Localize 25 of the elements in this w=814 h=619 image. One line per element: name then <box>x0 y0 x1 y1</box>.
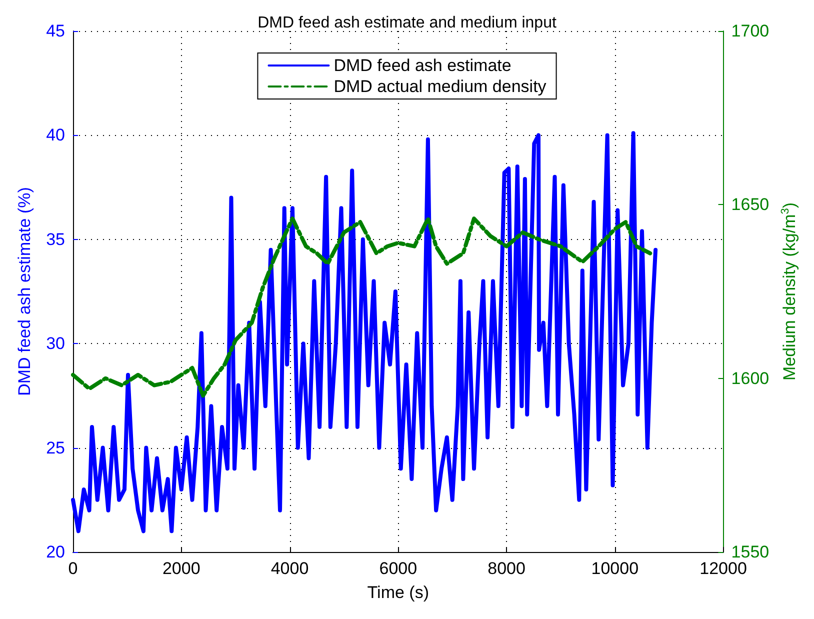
x-tick-label: 6000 <box>379 559 418 578</box>
y2-tick-label: 1550 <box>731 542 770 562</box>
y2-tick-label: 1650 <box>731 195 770 214</box>
x-tick-label: 8000 <box>488 559 526 578</box>
y2-tick-label: 1600 <box>731 368 770 388</box>
y-tick-label: 25 <box>46 438 65 458</box>
x-axis-title: Time (s) <box>367 583 429 602</box>
y-tick-label: 40 <box>46 126 65 145</box>
x-tick-label: 4000 <box>270 559 309 578</box>
y-tick-label: 35 <box>46 230 65 249</box>
line-series <box>71 216 652 398</box>
legend-label: DMD feed ash estimate <box>334 56 512 75</box>
y-axis-title: DMD feed ash estimate (%) <box>15 187 34 396</box>
x-tick-label: 10000 <box>591 559 639 578</box>
y2-axis-title: Medium density (kg/m3) <box>780 202 799 381</box>
legend-label: DMD actual medium density <box>334 77 547 96</box>
y2-tick-label: 1700 <box>731 22 770 40</box>
x-tick-label: 12000 <box>700 559 747 578</box>
x-tick-label: 2000 <box>162 559 200 578</box>
chart-title: DMD feed ash estimate and medium input <box>258 14 557 32</box>
y-tick-label: 45 <box>46 22 65 40</box>
x-tick-label: 0 <box>68 559 78 578</box>
y-tick-label: 20 <box>46 542 65 562</box>
line-series <box>71 131 658 534</box>
y-tick-label: 30 <box>46 334 65 354</box>
